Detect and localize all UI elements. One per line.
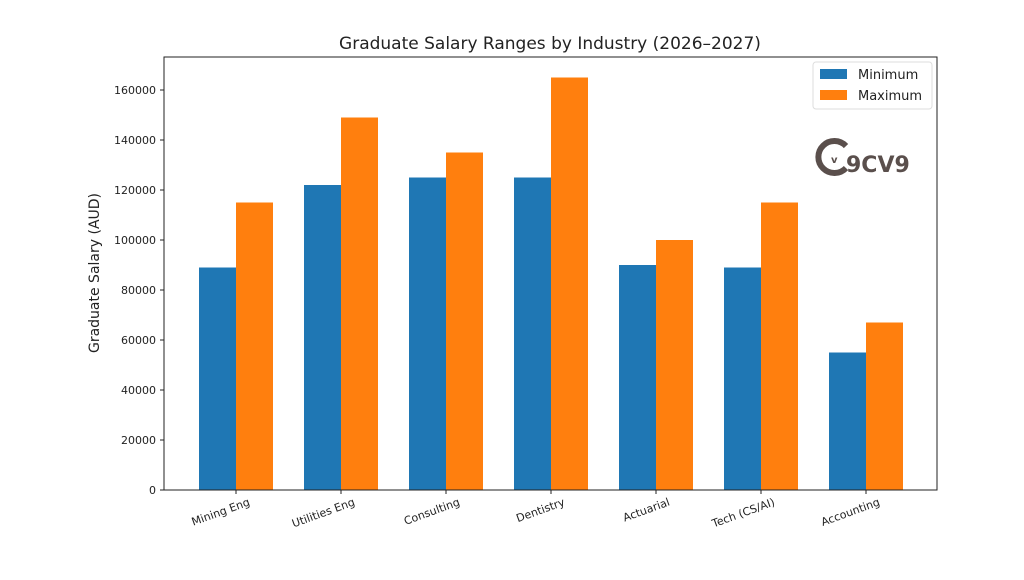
x-tick-label: Utilities Eng [290,496,356,531]
plot-frame [163,56,938,491]
bar-minimum-dentistry [514,177,551,490]
bar-minimum-tech-cs-ai- [724,267,761,490]
y-tick-label: 140000 [114,134,156,147]
y-axis-label: Graduate Salary (AUD) [87,193,103,353]
bar-minimum-utilities-eng [304,185,341,490]
bar-minimum-mining-eng [199,267,236,490]
y-tick-label: 60000 [121,334,156,347]
chart-title: Graduate Salary Ranges by Industry (2026… [339,34,761,54]
svg-text:v: v [831,155,838,166]
legend-swatch-maximum [820,90,847,100]
x-tick-label: Actuarial [621,496,671,525]
y-tick-label: 160000 [114,84,156,97]
y-tick-label: 80000 [121,284,156,297]
svg-text:9CV9: 9CV9 [846,153,910,178]
legend-label-minimum: Minimum [858,68,918,83]
legend-label-maximum: Maximum [858,89,922,104]
y-tick-label: 100000 [114,234,156,247]
bar-maximum-utilities-eng [341,117,378,490]
legend: Minimum Maximum [812,61,933,110]
x-tick-label: Tech (CS/AI) [709,496,776,531]
legend-swatch-minimum [820,69,847,79]
bar-minimum-consulting [409,177,446,490]
x-tick-label: Consulting [402,496,461,528]
y-tick-label: 0 [149,484,156,497]
bar-minimum-actuarial [619,265,656,490]
bar-maximum-mining-eng [236,202,273,490]
watermark-logo: v 9CV9 [815,138,910,178]
bar-maximum-tech-cs-ai- [761,202,798,490]
bar-maximum-accounting [866,322,903,490]
y-tick-label: 120000 [114,184,156,197]
bar-maximum-dentistry [551,77,588,490]
x-tick-label: Dentistry [515,495,568,525]
y-tick-label: 20000 [121,434,156,447]
bar-maximum-actuarial [656,240,693,490]
y-tick-label: 40000 [121,384,156,397]
x-tick-label: Mining Eng [190,496,252,529]
x-tick-label: Accounting [819,496,881,529]
bar-maximum-consulting [446,152,483,490]
bar-minimum-accounting [829,352,866,490]
